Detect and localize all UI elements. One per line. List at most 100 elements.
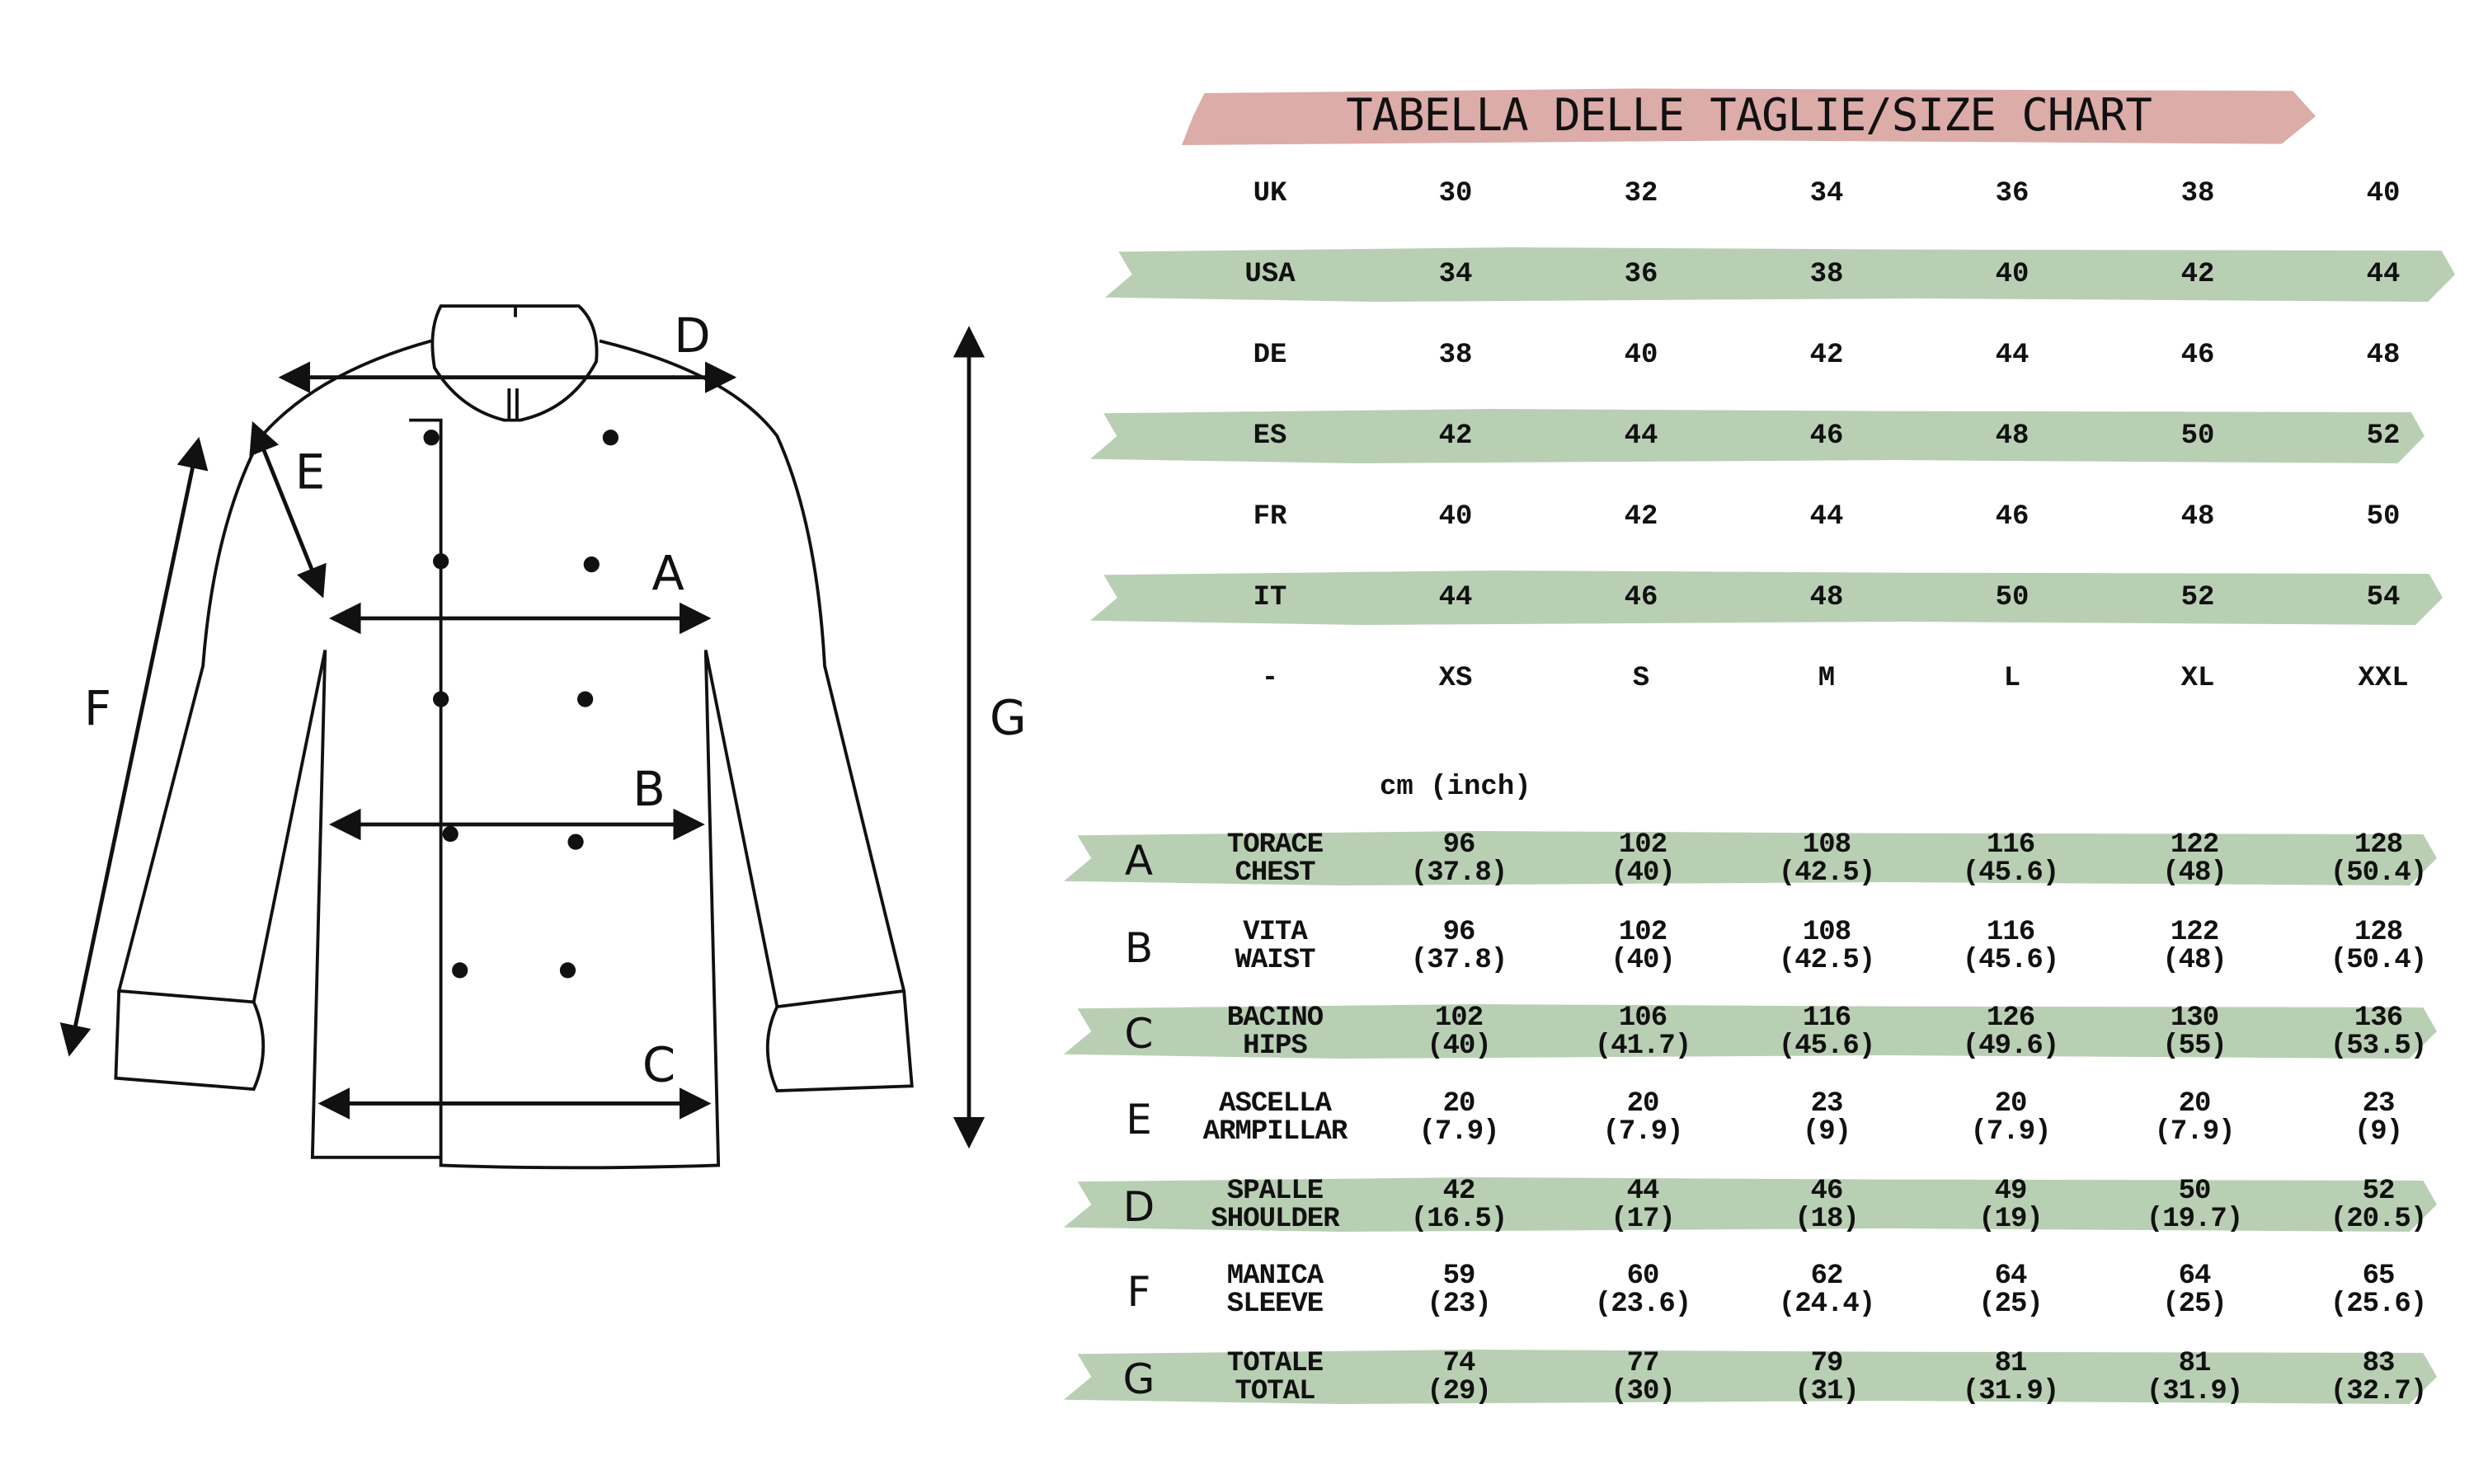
size-value: 34 bbox=[1438, 259, 1473, 290]
value-inch: 31 bbox=[1794, 1378, 1859, 1406]
value-inch: 49.6 bbox=[1963, 1032, 2058, 1060]
size-value: 44 bbox=[1624, 420, 1658, 452]
value-inch: 48 bbox=[2162, 946, 2227, 974]
value-inch: 48 bbox=[2162, 859, 2227, 887]
measurement-letter: B bbox=[1124, 924, 1154, 972]
measurement-value: 5019.7 bbox=[2147, 1177, 2242, 1233]
value-inch: 37.8 bbox=[1411, 859, 1507, 887]
arrow-e bbox=[249, 420, 327, 599]
size-value: 40 bbox=[1438, 501, 1473, 533]
measurement-name-en: SLEEVE bbox=[1226, 1289, 1324, 1320]
value-inch: 23 bbox=[1427, 1290, 1491, 1318]
size-value: 42 bbox=[1624, 501, 1658, 533]
value-inch: 40 bbox=[1611, 946, 1675, 974]
measurement-value: 239 bbox=[1803, 1090, 1851, 1146]
measurement-value: 10240 bbox=[1611, 918, 1675, 974]
value-cm: 136 bbox=[2354, 1003, 2403, 1034]
measurement-value: 4216.5 bbox=[1411, 1177, 1507, 1233]
measurement-letter: F bbox=[1126, 1268, 1151, 1316]
value-cm: 74 bbox=[1442, 1348, 1476, 1379]
value-cm: 81 bbox=[1994, 1348, 2028, 1379]
measurement-value: 239 bbox=[2354, 1090, 2402, 1146]
value-inch: 18 bbox=[1794, 1205, 1859, 1233]
size-value: 52 bbox=[2366, 420, 2401, 452]
measurement-name: VITA WAIST bbox=[1235, 918, 1315, 974]
measurement-letter: G bbox=[1122, 1355, 1155, 1403]
size-value: 48 bbox=[2366, 340, 2401, 371]
value-inch: 45.6 bbox=[1963, 859, 2058, 887]
unit-label: cm (inch) bbox=[1380, 772, 1531, 803]
label-c: C bbox=[642, 1037, 675, 1093]
value-cm: 62 bbox=[1810, 1261, 1844, 1292]
value-cm: 96 bbox=[1442, 829, 1476, 861]
measurement-name-it: SPALLE bbox=[1226, 1176, 1324, 1207]
value-cm: 49 bbox=[1994, 1176, 2028, 1207]
value-inch: 7.9 bbox=[1602, 1118, 1682, 1146]
measurement-value: 6224.4 bbox=[1779, 1262, 1874, 1318]
measurement-name: ASCELLA ARMPILLAR bbox=[1203, 1090, 1348, 1146]
measurement-value: 7429 bbox=[1427, 1350, 1491, 1406]
arrow-f bbox=[59, 436, 209, 1057]
measurement-value: 207.9 bbox=[1602, 1090, 1682, 1146]
value-cm: 64 bbox=[2178, 1261, 2212, 1292]
value-cm: 23 bbox=[2362, 1088, 2396, 1120]
value-inch: 45.6 bbox=[1963, 946, 2058, 974]
value-cm: 20 bbox=[1442, 1088, 1476, 1120]
value-cm: 108 bbox=[1802, 917, 1851, 948]
value-cm: 81 bbox=[2178, 1348, 2212, 1379]
jacket-buttons bbox=[423, 430, 618, 979]
value-cm: 102 bbox=[1434, 1003, 1484, 1034]
size-value: 54 bbox=[2366, 582, 2401, 613]
row-highlight bbox=[1105, 247, 2455, 302]
value-inch: 9 bbox=[1803, 1118, 1851, 1146]
value-inch: 7.9 bbox=[1970, 1118, 2050, 1146]
page-title: TABELLA DELLE TAGLIE/SIZE CHART bbox=[1346, 89, 2152, 141]
measurement-value: 6425 bbox=[1978, 1262, 2043, 1318]
value-inch: 50.4 bbox=[2331, 859, 2426, 887]
size-value: 36 bbox=[1995, 178, 2030, 209]
value-cm: 122 bbox=[2170, 829, 2219, 861]
measurement-value: 10240 bbox=[1611, 831, 1675, 887]
size-value: 44 bbox=[2366, 259, 2401, 290]
size-system-label: UK bbox=[1253, 178, 1287, 209]
value-cm: 44 bbox=[1626, 1176, 1660, 1207]
measurement-name-it: TORACE bbox=[1226, 829, 1324, 861]
value-cm: 130 bbox=[2170, 1003, 2219, 1034]
measurement-value: 12248 bbox=[2162, 831, 2227, 887]
label-g: G bbox=[990, 689, 1027, 745]
value-inch: 20.5 bbox=[2331, 1205, 2426, 1233]
size-value: 46 bbox=[1809, 420, 1844, 452]
size-value: 44 bbox=[1809, 501, 1844, 533]
measurement-value: 4417 bbox=[1611, 1177, 1675, 1233]
size-value: 42 bbox=[2180, 259, 2215, 290]
measurement-value: 10240 bbox=[1427, 1004, 1491, 1060]
measurement-value: 9637.8 bbox=[1411, 918, 1507, 974]
measurement-name: SPALLE SHOULDER bbox=[1211, 1176, 1339, 1233]
measurement-name-it: VITA bbox=[1243, 917, 1308, 948]
value-cm: 64 bbox=[1994, 1261, 2028, 1292]
label-e: E bbox=[295, 444, 325, 500]
size-value: 40 bbox=[2366, 178, 2401, 209]
size-value: 44 bbox=[1438, 582, 1473, 613]
measurement-value: 12248 bbox=[2162, 918, 2227, 974]
value-cm: 83 bbox=[2362, 1348, 2396, 1379]
value-inch: 25 bbox=[1978, 1290, 2043, 1318]
measurement-value: 207.9 bbox=[1970, 1090, 2050, 1146]
measurement-name-it: TOTALE bbox=[1226, 1348, 1324, 1379]
measurement-value: 5220.5 bbox=[2331, 1177, 2426, 1233]
size-value: L bbox=[2003, 663, 2021, 694]
size-system-label: FR bbox=[1253, 501, 1287, 533]
measurement-name-en: WAIST bbox=[1235, 945, 1315, 976]
size-value: XXL bbox=[2358, 663, 2409, 694]
value-inch: 32.7 bbox=[2331, 1378, 2426, 1406]
size-system-label: ES bbox=[1253, 420, 1287, 452]
measurement-name: TORACE CHEST bbox=[1226, 829, 1324, 887]
size-value: 36 bbox=[1624, 259, 1658, 290]
measurement-value: 8332.7 bbox=[2331, 1350, 2426, 1406]
size-value: 50 bbox=[2180, 420, 2215, 452]
value-inch: 16.5 bbox=[1411, 1205, 1507, 1233]
value-inch: 30 bbox=[1611, 1378, 1675, 1406]
value-inch: 31.9 bbox=[2147, 1378, 2242, 1406]
measurement-value: 9637.8 bbox=[1411, 831, 1507, 887]
size-value: S bbox=[1632, 663, 1650, 694]
